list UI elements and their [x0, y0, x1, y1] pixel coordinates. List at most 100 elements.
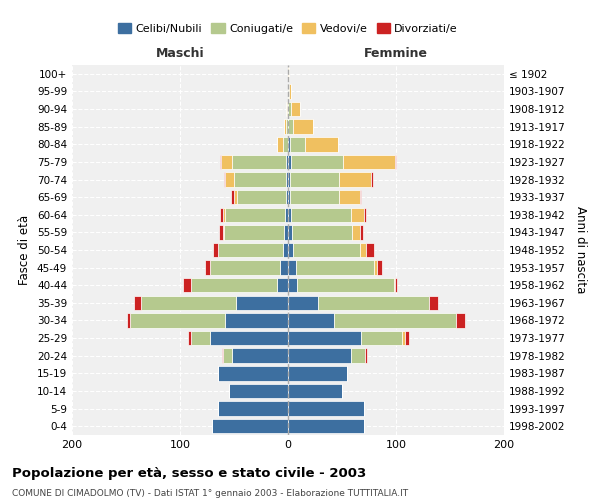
- Bar: [296, 278, 394, 292]
- Bar: [183, 278, 191, 292]
- Bar: [290, 172, 339, 186]
- Bar: [288, 384, 342, 398]
- Bar: [288, 225, 292, 240]
- Bar: [219, 225, 223, 240]
- Text: Popolazione per età, sesso e stato civile - 2003: Popolazione per età, sesso e stato civil…: [12, 468, 366, 480]
- Bar: [226, 172, 234, 186]
- Bar: [277, 278, 288, 292]
- Bar: [339, 172, 371, 186]
- Bar: [334, 314, 457, 328]
- Bar: [288, 243, 293, 257]
- Bar: [285, 208, 288, 222]
- Bar: [350, 348, 365, 363]
- Bar: [292, 225, 352, 240]
- Bar: [364, 208, 366, 222]
- Text: COMUNE DI CIMADOLMO (TV) - Dati ISTAT 1° gennaio 2003 - Elaborazione TUTTITALIA.: COMUNE DI CIMADOLMO (TV) - Dati ISTAT 1°…: [12, 489, 408, 498]
- Bar: [288, 419, 364, 434]
- Bar: [286, 102, 287, 117]
- Bar: [286, 172, 288, 186]
- Bar: [287, 102, 288, 117]
- Bar: [224, 172, 226, 186]
- Bar: [223, 208, 226, 222]
- Bar: [305, 137, 338, 152]
- Bar: [224, 225, 284, 240]
- Bar: [288, 102, 291, 117]
- Bar: [318, 296, 430, 310]
- Bar: [223, 348, 232, 363]
- Bar: [220, 154, 221, 169]
- Bar: [234, 190, 237, 204]
- Bar: [284, 120, 286, 134]
- Y-axis label: Anni di nascita: Anni di nascita: [574, 206, 587, 294]
- Bar: [218, 243, 283, 257]
- Bar: [352, 225, 361, 240]
- Bar: [231, 190, 234, 204]
- Bar: [371, 172, 373, 186]
- Bar: [191, 278, 277, 292]
- Bar: [361, 243, 366, 257]
- Bar: [293, 120, 313, 134]
- Bar: [288, 120, 293, 134]
- Bar: [288, 402, 364, 416]
- Bar: [130, 314, 226, 328]
- Bar: [229, 384, 288, 398]
- Bar: [403, 331, 404, 345]
- Bar: [288, 348, 350, 363]
- Bar: [291, 208, 350, 222]
- Bar: [284, 225, 288, 240]
- Bar: [141, 296, 236, 310]
- Bar: [291, 102, 300, 117]
- Bar: [374, 260, 377, 275]
- Text: Femmine: Femmine: [364, 46, 428, 60]
- Bar: [366, 243, 374, 257]
- Bar: [288, 366, 347, 380]
- Bar: [210, 331, 288, 345]
- Bar: [134, 296, 141, 310]
- Bar: [236, 296, 288, 310]
- Bar: [394, 278, 395, 292]
- Bar: [205, 260, 210, 275]
- Bar: [127, 314, 130, 328]
- Bar: [226, 314, 288, 328]
- Bar: [361, 331, 403, 345]
- Bar: [212, 419, 288, 434]
- Bar: [214, 243, 218, 257]
- Text: Maschi: Maschi: [155, 46, 205, 60]
- Bar: [339, 190, 361, 204]
- Bar: [288, 260, 296, 275]
- Bar: [286, 120, 288, 134]
- Bar: [288, 84, 289, 98]
- Bar: [288, 314, 334, 328]
- Bar: [222, 348, 223, 363]
- Bar: [188, 331, 191, 345]
- Bar: [218, 402, 288, 416]
- Bar: [290, 190, 339, 204]
- Bar: [288, 172, 290, 186]
- Bar: [286, 154, 288, 169]
- Bar: [395, 278, 397, 292]
- Bar: [232, 154, 286, 169]
- Bar: [232, 348, 288, 363]
- Bar: [210, 260, 280, 275]
- Legend: Celibi/Nubili, Coniugati/e, Vedovi/e, Divorziati/e: Celibi/Nubili, Coniugati/e, Vedovi/e, Di…: [113, 19, 463, 38]
- Bar: [286, 190, 288, 204]
- Bar: [404, 331, 409, 345]
- Bar: [223, 225, 224, 240]
- Bar: [283, 243, 288, 257]
- Bar: [221, 154, 232, 169]
- Bar: [430, 296, 438, 310]
- Bar: [288, 296, 318, 310]
- Bar: [288, 208, 291, 222]
- Bar: [290, 137, 305, 152]
- Bar: [365, 348, 367, 363]
- Bar: [191, 331, 210, 345]
- Bar: [377, 260, 382, 275]
- Bar: [291, 154, 343, 169]
- Bar: [289, 84, 291, 98]
- Bar: [283, 137, 288, 152]
- Bar: [234, 172, 286, 186]
- Bar: [277, 137, 283, 152]
- Bar: [350, 208, 364, 222]
- Bar: [226, 208, 285, 222]
- Bar: [361, 225, 362, 240]
